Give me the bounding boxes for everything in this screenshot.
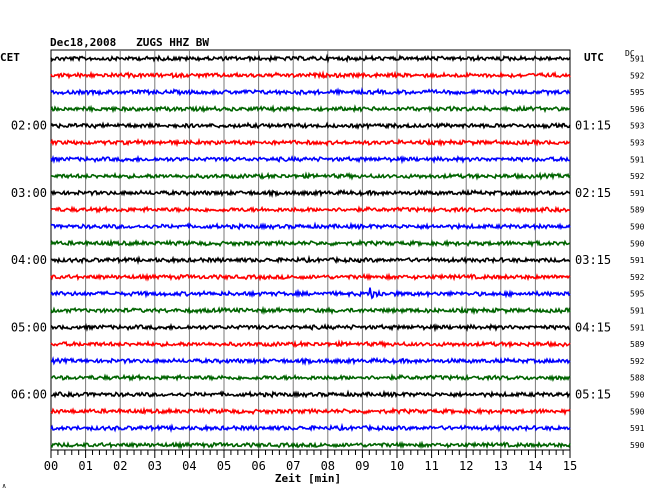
trace-line: [50, 389, 571, 399]
left-hour-labels: 02:00 03:00 04:00 05:00 06:00: [11, 119, 47, 402]
trace-line: [50, 422, 571, 434]
x-axis-label: Zeit [min]: [275, 472, 341, 485]
trace-line: [50, 440, 571, 450]
trace-line: [50, 154, 570, 165]
dc-value: 591: [630, 323, 645, 332]
seismic-traces: [50, 53, 571, 450]
x-tick-label: 13: [494, 459, 508, 473]
chart-title: Dec18,2008 ZUGS HHZ BW: [50, 36, 209, 49]
x-tick-label: 08: [321, 459, 335, 473]
trace-line: [50, 205, 571, 214]
dc-value: 595: [630, 290, 645, 299]
right-hour-label: 02:15: [575, 186, 611, 200]
dc-values: 591 592 595 596 593 593 591 592 591 589 590 590 591 5…: [630, 55, 645, 450]
trace-line: [50, 87, 571, 97]
left-hour-label: 04:00: [11, 253, 47, 267]
left-hour-label: 03:00: [11, 186, 47, 200]
x-tick-label: 03: [148, 459, 162, 473]
dc-value: 592: [630, 357, 645, 366]
trace-line: [50, 221, 571, 231]
trace-line: [50, 322, 571, 333]
x-tick-label: 05: [217, 459, 231, 473]
x-tick-label: 15: [563, 459, 577, 473]
trace-line: [50, 406, 571, 416]
x-axis: 00 01 02 03 04 05 06 07 08 09 10 11 12 13 14 15: [44, 449, 577, 473]
trace-line: [50, 137, 571, 148]
x-tick-label: 12: [459, 459, 473, 473]
dc-value: 590: [630, 239, 645, 248]
right-hour-labels: 01:15 02:15 03:15 04:15 05:15: [575, 119, 611, 402]
corner-mark: ∧: [2, 482, 6, 490]
dc-value: 591: [630, 424, 645, 433]
dc-value: 591: [630, 256, 645, 265]
x-tick-label: 14: [528, 459, 542, 473]
trace-line: [50, 70, 571, 80]
dc-value: 591: [630, 55, 645, 64]
trace-line: [50, 305, 571, 316]
x-tick-label: 09: [355, 459, 369, 473]
x-tick-label: 10: [390, 459, 404, 473]
dc-value: 590: [630, 391, 645, 400]
x-tick-label: 01: [78, 459, 92, 473]
dc-value: 593: [630, 139, 645, 148]
dc-value: 592: [630, 71, 645, 80]
trace-line: [50, 53, 571, 64]
dc-value: 589: [630, 340, 645, 349]
right-hour-label: 05:15: [575, 388, 611, 402]
trace-line: [50, 171, 571, 181]
right-hour-label: 04:15: [575, 320, 611, 334]
trace-line: [50, 339, 571, 349]
trace-line: [50, 254, 571, 266]
dc-value: 595: [630, 88, 645, 97]
x-tick-label: 06: [251, 459, 265, 473]
trace-line: [50, 287, 571, 300]
trace-line: [50, 188, 571, 198]
trace-line: [50, 272, 571, 282]
trace-line: [50, 238, 571, 248]
dc-value: 596: [630, 105, 645, 114]
dc-header: DC: [625, 49, 635, 58]
dc-value: 591: [630, 307, 645, 316]
dc-value: 592: [630, 273, 645, 282]
minute-grid: [85, 50, 536, 450]
trace-line: [50, 104, 571, 114]
trace-line: [50, 373, 571, 382]
dc-value: 588: [630, 374, 645, 383]
dc-value: 592: [630, 172, 645, 181]
left-timezone-label: CET: [0, 51, 20, 64]
x-tick-label: 11: [424, 459, 438, 473]
x-tick-label: 00: [44, 459, 58, 473]
x-tick-label: 02: [113, 459, 127, 473]
left-hour-label: 05:00: [11, 320, 47, 334]
dc-value: 590: [630, 441, 645, 450]
trace-line: [50, 121, 571, 131]
dc-value: 591: [630, 189, 645, 198]
dc-value: 589: [630, 206, 645, 215]
right-timezone-label: UTC: [584, 51, 604, 64]
left-hour-label: 06:00: [11, 388, 47, 402]
dc-value: 590: [630, 223, 645, 232]
dc-value: 590: [630, 407, 645, 416]
x-tick-label: 07: [286, 459, 300, 473]
dc-value: 593: [630, 122, 645, 131]
right-hour-label: 01:15: [575, 119, 611, 133]
right-hour-label: 03:15: [575, 253, 611, 267]
x-tick-label: 04: [182, 459, 196, 473]
dc-value: 591: [630, 155, 645, 164]
trace-line: [51, 356, 571, 366]
left-hour-label: 02:00: [11, 119, 47, 133]
